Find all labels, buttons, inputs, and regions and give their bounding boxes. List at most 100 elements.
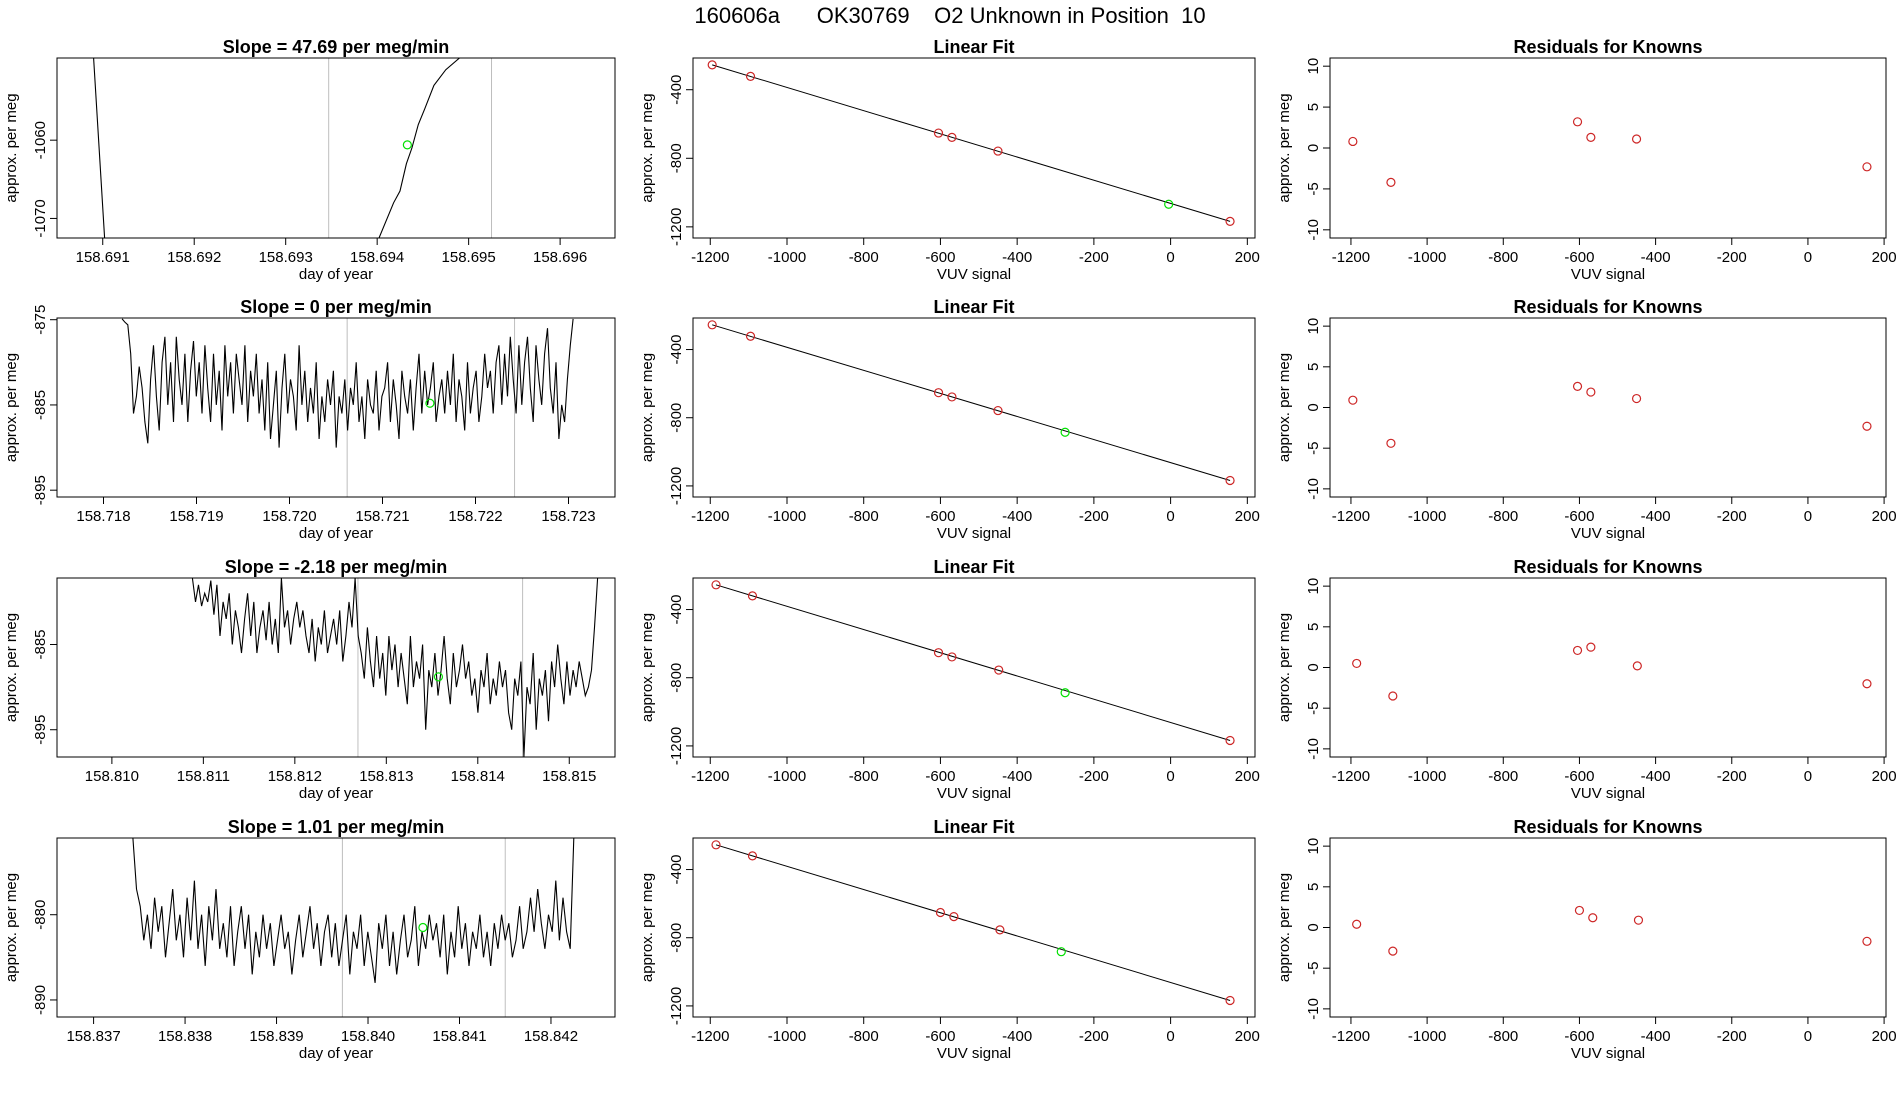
timeseries-3-unknown-point <box>433 672 444 682</box>
linearfit-2-xtick-label: -600 <box>925 508 955 525</box>
residuals-1-xlabel: VUV signal <box>1571 266 1645 283</box>
linearfit-3-unknown-point <box>1060 688 1070 698</box>
residuals-3-ytick-label: -10 <box>1305 738 1322 760</box>
linearfit-3-xtick-label: -400 <box>1002 768 1032 785</box>
residuals-1-residual-point <box>1386 177 1396 187</box>
linearfit-2-xlabel: VUV signal <box>937 525 1011 542</box>
linearfit-2-ytick-label: -1200 <box>668 467 685 505</box>
linearfit-3-xtick-label: 200 <box>1235 768 1260 785</box>
linearfit-3-known-point <box>933 648 944 658</box>
timeseries-4-title: Slope = 1.01 per meg/min <box>228 817 445 837</box>
residuals-1-title: Residuals for Knowns <box>1513 37 1702 57</box>
residuals-2-ylabel: approx. per meg <box>1276 353 1293 462</box>
linearfit-2-xtick-label: -1200 <box>691 508 729 525</box>
linearfit-4-fit-line <box>715 844 1231 1001</box>
residuals-1-xtick-label: -200 <box>1717 249 1747 266</box>
residuals-1-xtick-label: -400 <box>1641 249 1671 266</box>
timeseries-4-ytick-label: -880 <box>32 900 49 930</box>
timeseries-1-title: Slope = 47.69 per meg/min <box>223 37 450 57</box>
residuals-3-xtick-label: -800 <box>1488 768 1518 785</box>
linearfit-4-xtick-label: 200 <box>1235 1028 1260 1045</box>
residuals-3-ytick-label: 10 <box>1305 578 1322 595</box>
residuals-4-plot-area <box>1352 905 1872 956</box>
linearfit-3-xtick-label: 0 <box>1166 768 1174 785</box>
timeseries-2-xtick-label: 158.722 <box>448 508 502 525</box>
linearfit-3-fit-line <box>715 584 1231 741</box>
linearfit-2-known-point <box>707 320 717 330</box>
linearfit-4-xtick-label: -1200 <box>691 1028 729 1045</box>
timeseries-2-ylabel: approx. per meg <box>3 353 20 462</box>
timeseries-4-xtick-label: 158.837 <box>66 1028 120 1045</box>
timeseries-4-ytick-label: -890 <box>32 985 49 1015</box>
linearfit-1-plot-area <box>707 60 1235 226</box>
residuals-3-residual-point <box>1352 658 1362 669</box>
linearfit-3-xtick-label: -600 <box>925 768 955 785</box>
timeseries-1-xtick-label: 158.695 <box>442 249 496 266</box>
linearfit-1-xtick-label: 200 <box>1235 249 1260 266</box>
timeseries-3-ylabel: approx. per meg <box>3 613 20 722</box>
linearfit-4-unknown-point <box>1056 947 1066 957</box>
linearfit-2-xtick-label: 0 <box>1166 508 1174 525</box>
linearfit-1-ytick-label: -1200 <box>668 208 685 246</box>
residuals-4-ytick-label: 10 <box>1305 838 1322 855</box>
linearfit-4-known-point <box>1225 995 1235 1006</box>
timeseries-3-ytick-label: -885 <box>32 629 49 659</box>
linearfit-2-xtick-label: -800 <box>849 508 879 525</box>
linearfit-1-xtick-label: -400 <box>1002 249 1032 266</box>
residuals-1-residual-point <box>1631 134 1642 144</box>
timeseries-3-series-line <box>191 578 599 757</box>
linearfit-1-known-point <box>933 128 944 138</box>
residuals-2-xtick-label: -600 <box>1564 508 1594 525</box>
residuals-2-plot-area <box>1348 381 1872 448</box>
timeseries-3-title: Slope = -2.18 per meg/min <box>225 557 448 577</box>
timeseries-3-plot-area <box>191 578 599 757</box>
linearfit-4-known-point <box>995 925 1005 935</box>
linearfit-1-xtick-label: -1000 <box>768 249 806 266</box>
residuals-4-xtick-label: -800 <box>1488 1028 1518 1045</box>
residuals-1-xtick-label: 0 <box>1804 249 1812 266</box>
linearfit-4-ytick-label: -1200 <box>668 987 685 1025</box>
linearfit-1-xtick-label: -200 <box>1079 249 1109 266</box>
timeseries-2-plot-area <box>121 318 574 497</box>
linearfit-2-fit-line <box>712 324 1231 481</box>
timeseries-2-ytick-label: -885 <box>32 390 49 420</box>
timeseries-1-xtick-label: 158.696 <box>533 249 587 266</box>
timeseries-4-series-line <box>132 838 575 983</box>
linearfit-2-ytick-label: -400 <box>668 335 685 365</box>
linearfit-1-unknown-point <box>1164 199 1174 209</box>
linearfit-1-ytick-label: -400 <box>668 75 685 105</box>
linearfit-2-xtick-label: -1000 <box>768 508 806 525</box>
linearfit-2-ylabel: approx. per meg <box>639 353 656 462</box>
linearfit-2-known-point <box>1225 475 1235 486</box>
linearfit-4-xtick-label: -600 <box>925 1028 955 1045</box>
timeseries-1-ytick-label: -1070 <box>32 199 49 237</box>
linearfit-3-title: Linear Fit <box>933 557 1014 577</box>
timeseries-3-xtick-label: 158.810 <box>85 768 139 785</box>
timeseries-2-frame <box>56 317 616 498</box>
linearfit-1-known-point <box>745 71 756 81</box>
timeseries-1-series-line <box>93 58 478 238</box>
residuals-2-residual-point <box>1572 381 1583 391</box>
timeseries-4-ylabel: approx. per meg <box>3 873 20 982</box>
residuals-4-title: Residuals for Knowns <box>1513 817 1702 837</box>
linearfit-4-known-point <box>949 911 959 922</box>
residuals-2-residual-point <box>1862 421 1872 431</box>
residuals-4-xtick-label: 0 <box>1804 1028 1812 1045</box>
linearfit-2-frame <box>692 317 1256 498</box>
timeseries-3-xtick-label: 158.814 <box>451 768 505 785</box>
linearfit-1-known-point <box>947 132 957 142</box>
residuals-1-ytick-label: 0 <box>1305 144 1322 152</box>
residuals-1-ytick-label: 10 <box>1305 58 1322 75</box>
residuals-2-xlabel: VUV signal <box>1571 525 1645 542</box>
timeseries-4-xlabel: day of year <box>299 1045 373 1062</box>
linearfit-3-ytick-label: -1200 <box>668 727 685 765</box>
linearfit-4-xtick-label: -200 <box>1079 1028 1109 1045</box>
timeseries-1-ylabel: approx. per meg <box>3 93 20 202</box>
linearfit-3-xtick-label: -1200 <box>691 768 729 785</box>
residuals-3-xtick-label: -1200 <box>1332 768 1370 785</box>
linearfit-1-known-point <box>707 60 717 70</box>
linearfit-3-panel: Linear Fit -1200 -1000 -800 -600 -400 -200 0 200… <box>639 557 1260 802</box>
timeseries-4-xtick-label: 158.840 <box>341 1028 395 1045</box>
residuals-4-residual-point <box>1574 905 1585 916</box>
residuals-4-ytick-label: 5 <box>1305 883 1322 891</box>
